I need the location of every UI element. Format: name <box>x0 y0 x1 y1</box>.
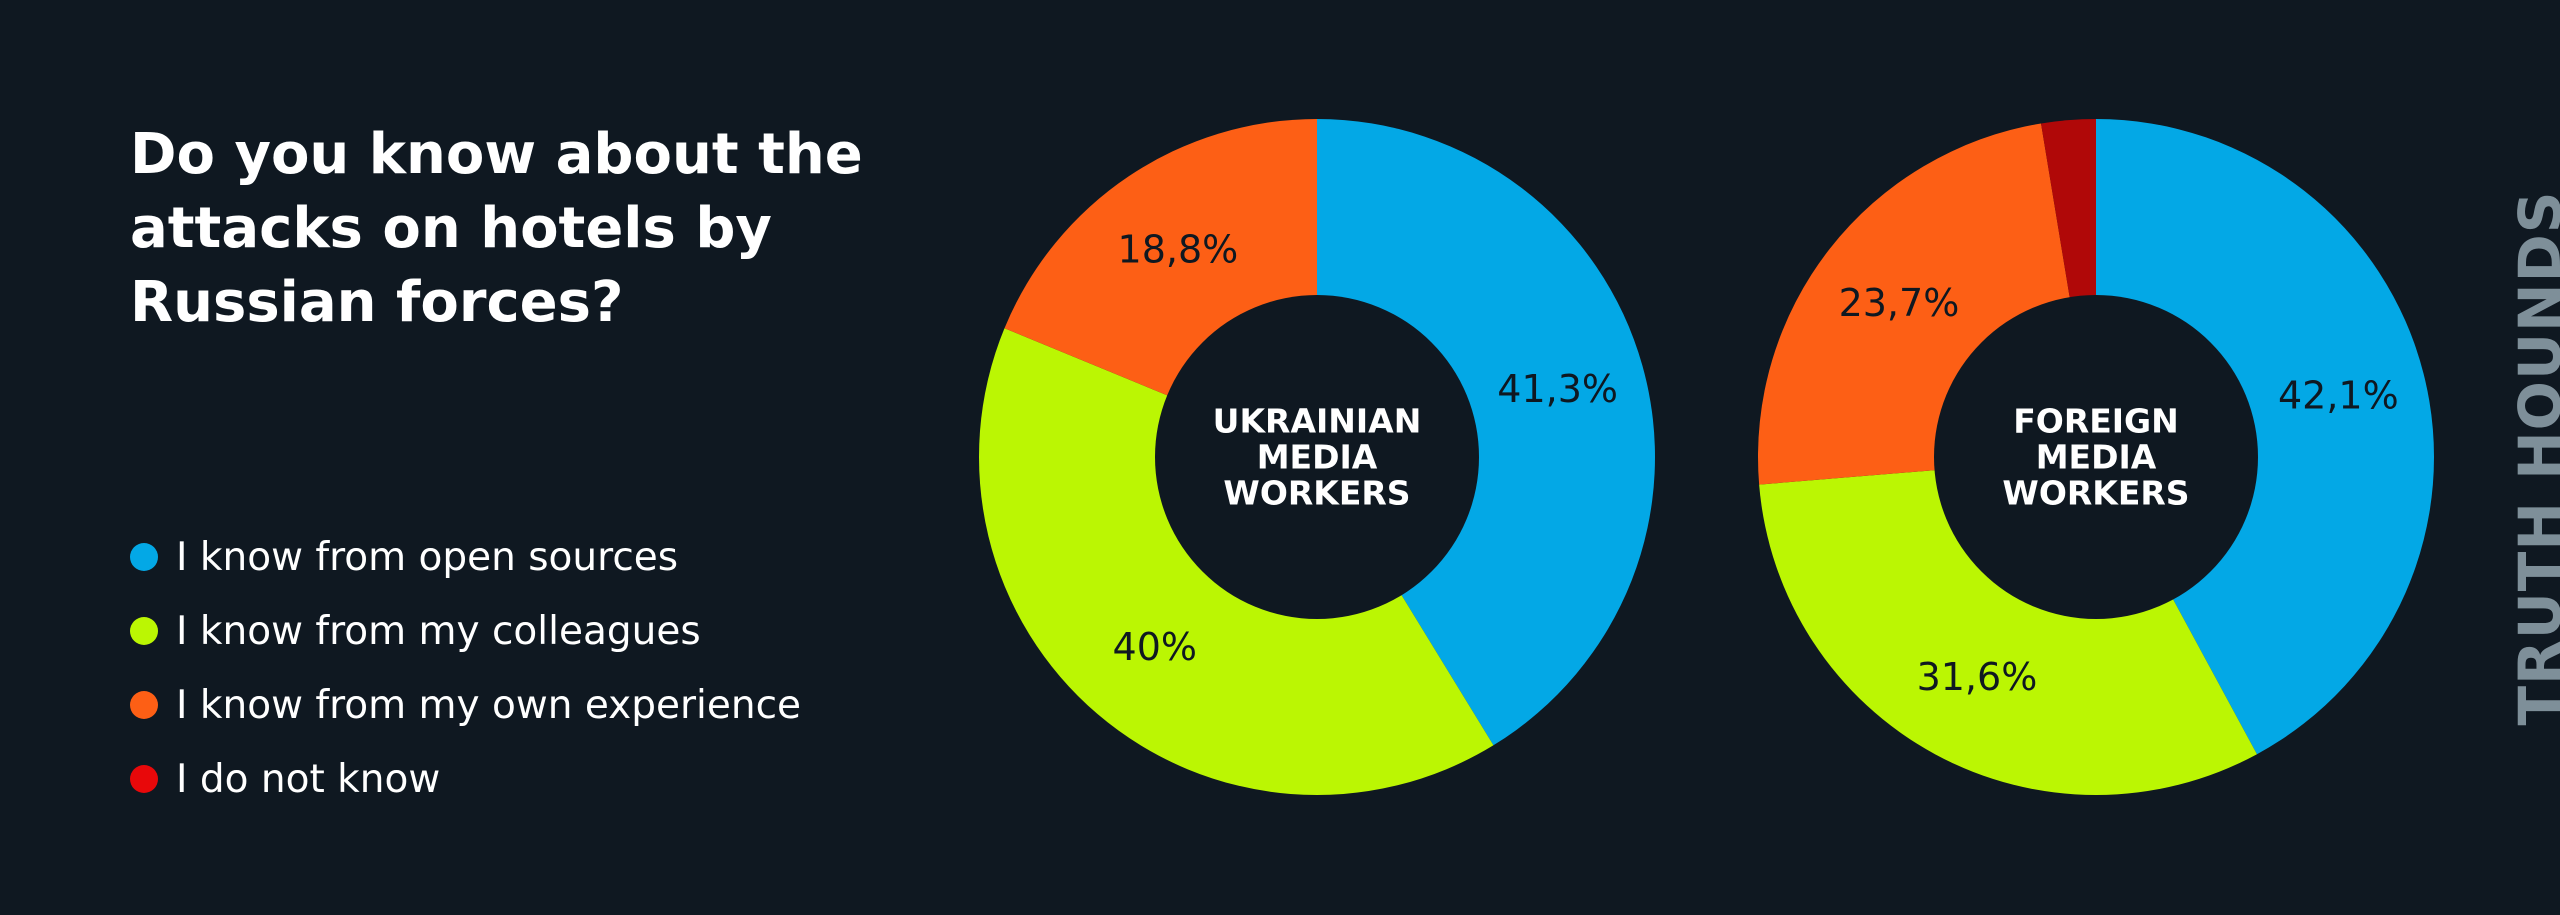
donut-center-label: FOREIGN <box>2013 402 2179 441</box>
donut-center-label: MEDIA <box>1257 438 1378 477</box>
slice-data-label: 40% <box>1113 625 1197 669</box>
legend-item-own-experience: I know from my own experience <box>130 668 801 742</box>
donut-hole <box>1155 295 1479 619</box>
legend-label: I know from my own experience <box>176 682 802 728</box>
pie-slice-1 <box>2096 119 2434 755</box>
legend-dot-icon <box>130 543 158 571</box>
donut-center-label: UKRAINIAN <box>1213 402 1422 441</box>
donut-center-label: WORKERS <box>1223 474 1410 513</box>
legend-label: I know from open sources <box>176 534 679 580</box>
legend: I know from open sources I know from my … <box>130 520 801 816</box>
legend-item-colleagues: I know from my colleagues <box>130 594 801 668</box>
donut-center-label: WORKERS <box>2002 474 2189 513</box>
legend-item-do-not-know: I do not know <box>130 742 801 816</box>
donut-hole <box>1934 295 2258 619</box>
legend-label: I do not know <box>176 756 441 802</box>
slice-data-label: 42,1% <box>2278 374 2399 418</box>
legend-dot-icon <box>130 691 158 719</box>
legend-item-open-sources: I know from open sources <box>130 520 801 594</box>
slice-data-label: 23,7% <box>1839 281 1960 325</box>
legend-dot-icon <box>130 617 158 645</box>
slice-data-label: 18,8% <box>1118 227 1239 271</box>
slice-data-label: 41,3% <box>1497 367 1618 411</box>
watermark-logo: TRUTH HOUNDS <box>2506 190 2560 726</box>
legend-dot-icon <box>130 765 158 793</box>
chart-title: Do you know about the attacks on hotels … <box>130 122 863 335</box>
donut-center-label: MEDIA <box>2036 438 2157 477</box>
slice-data-label: 31,6% <box>1917 655 2038 699</box>
legend-label: I know from my colleagues <box>176 608 701 654</box>
